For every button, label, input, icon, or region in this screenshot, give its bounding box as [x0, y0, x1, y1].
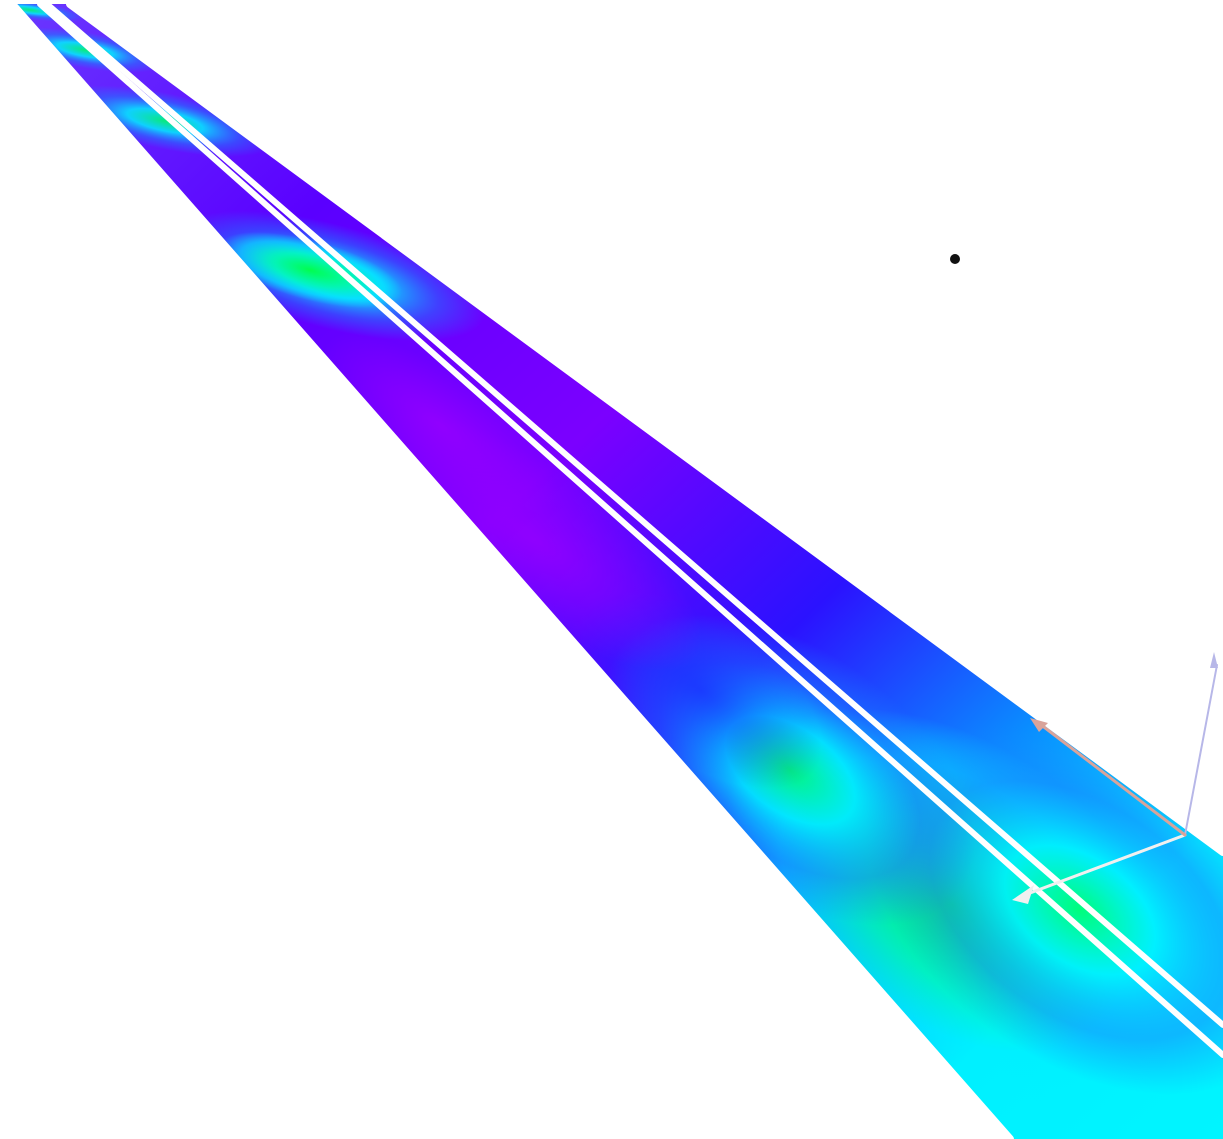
- lane-lines: [37, 1, 1223, 1058]
- gizmo-x-arrowhead[interactable]: [1012, 885, 1034, 904]
- gizmo-x-axis[interactable]: [1028, 833, 1187, 895]
- scene-point-marker: [950, 254, 960, 264]
- gizmo-z-arrowhead[interactable]: [1210, 652, 1218, 668]
- gizmo-y-arrowhead[interactable]: [1030, 718, 1048, 732]
- road-edge-lines: [8, 0, 1223, 1139]
- transform-gizmo[interactable]: [1012, 652, 1218, 904]
- gizmo-y-axis[interactable]: [1038, 722, 1187, 837]
- gizmo-z-axis[interactable]: [1184, 664, 1218, 836]
